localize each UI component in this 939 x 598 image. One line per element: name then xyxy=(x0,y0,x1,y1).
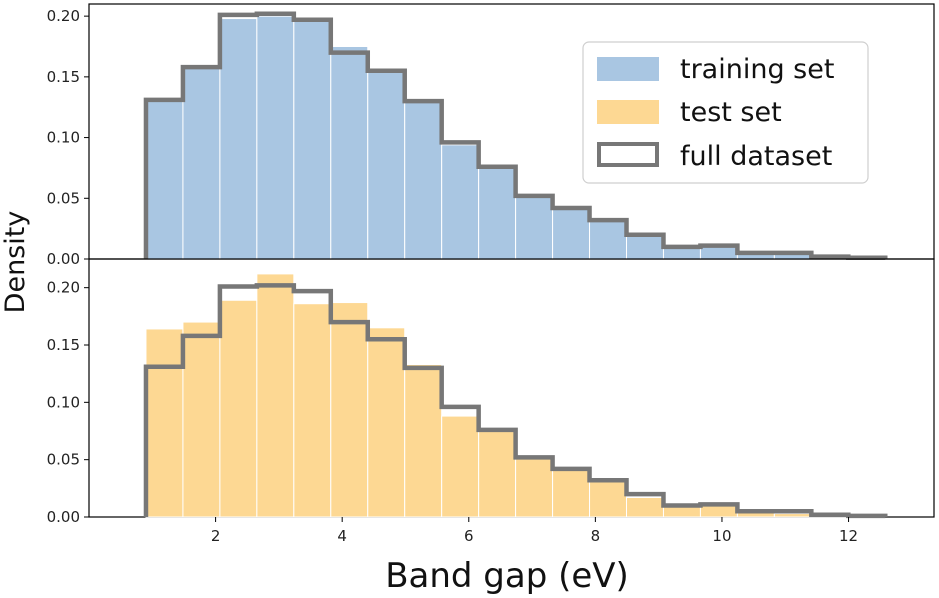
legend-swatch-test xyxy=(597,100,659,124)
top-training-set-bar-3 xyxy=(256,15,295,260)
legend: training set test set full dataset xyxy=(582,41,869,184)
bottom-test-set-bar-1 xyxy=(182,321,221,518)
bottom-test-set-bar-4 xyxy=(293,303,332,518)
bottom-yticks-group: 0.00 0.05 0.10 0.15 0.20 xyxy=(47,279,89,526)
bottom-test-set-bar-6 xyxy=(367,327,406,518)
top-training-set-bar-13 xyxy=(626,234,664,260)
top-ytick-label-4: 0.20 xyxy=(47,7,80,25)
top-training-set-bar-5 xyxy=(330,46,369,260)
top-ytick-label-0: 0.00 xyxy=(47,250,80,268)
top-training-set-bar-0 xyxy=(145,99,184,260)
legend-label-test: test set xyxy=(680,97,782,128)
top-training-set-bar-7 xyxy=(404,100,443,260)
x-axis-label: Band gap (eV) xyxy=(385,556,629,596)
bottom-test-set-bar-2 xyxy=(219,299,258,518)
bottom-test-set-bar-0 xyxy=(145,328,184,518)
top-ytick-label-3: 0.15 xyxy=(47,68,80,86)
bottom-test-set-bar-11 xyxy=(552,469,591,518)
top-training-set-bar-2 xyxy=(219,18,258,260)
bottom-test-set-bar-5 xyxy=(330,302,369,518)
bottom-test-set-bar-13 xyxy=(626,497,664,518)
xtick-label-0: 2 xyxy=(211,527,221,545)
bottom-ytick-label-3: 0.15 xyxy=(47,336,80,354)
y-axis-label: Density xyxy=(0,211,31,314)
bottom-ytick-label-4: 0.20 xyxy=(47,279,80,297)
top-training-set-bar-11 xyxy=(552,207,591,260)
bottom-test-set-bar-17 xyxy=(773,513,812,518)
bottom-ytick-label-1: 0.05 xyxy=(47,451,80,469)
xtick-label-5: 12 xyxy=(839,527,858,545)
bottom-test-set-bar-10 xyxy=(515,454,554,518)
bottom-test-set-bar-8 xyxy=(441,415,480,518)
xtick-label-4: 10 xyxy=(712,527,731,545)
xtick-label-3: 8 xyxy=(591,527,601,545)
top-training-set-bar-15 xyxy=(699,246,738,260)
bottom-test-set-bar-9 xyxy=(478,427,517,518)
top-training-set-bar-1 xyxy=(182,66,221,260)
bottom-panel: 0.00 0.05 0.10 0.15 0.20 2 4 6 8 10 12 xyxy=(47,258,935,545)
top-step-group xyxy=(143,11,888,261)
bottom-test-set-bar-12 xyxy=(589,479,627,518)
legend-label-training: training set xyxy=(680,54,834,85)
bottom-test-set-bar-3 xyxy=(256,273,295,518)
top-ytick-label-2: 0.10 xyxy=(47,129,80,147)
bottom-test-set-bar-14 xyxy=(662,506,701,518)
bottom-xticks-group: 2 4 6 8 10 12 xyxy=(211,517,858,545)
top-training-set-bar-8 xyxy=(441,144,480,260)
bottom-test-set-bar-7 xyxy=(404,363,443,518)
top-training-set-bar-10 xyxy=(515,195,554,260)
top-training-set-bar-6 xyxy=(367,70,406,260)
top-full-dataset-step-line xyxy=(143,11,888,261)
bottom-ytick-label-2: 0.10 xyxy=(47,393,80,411)
top-training-set-bar-4 xyxy=(293,19,332,260)
legend-swatch-full xyxy=(597,142,659,167)
top-training-set-bar-9 xyxy=(478,166,517,260)
top-training-set-bar-12 xyxy=(589,219,627,260)
legend-swatch-training xyxy=(597,57,659,81)
top-ytick-label-1: 0.05 xyxy=(47,189,80,207)
legend-label-full: full dataset xyxy=(680,141,832,172)
xtick-label-1: 4 xyxy=(337,527,347,545)
bottom-ytick-label-0: 0.00 xyxy=(47,508,80,526)
bottom-bars-group xyxy=(145,273,849,518)
top-yticks-group: 0.00 0.05 0.10 0.15 0.20 xyxy=(47,7,89,268)
xtick-label-2: 6 xyxy=(464,527,474,545)
bottom-full-dataset-step-line xyxy=(143,283,888,519)
bottom-step-group xyxy=(143,283,888,519)
